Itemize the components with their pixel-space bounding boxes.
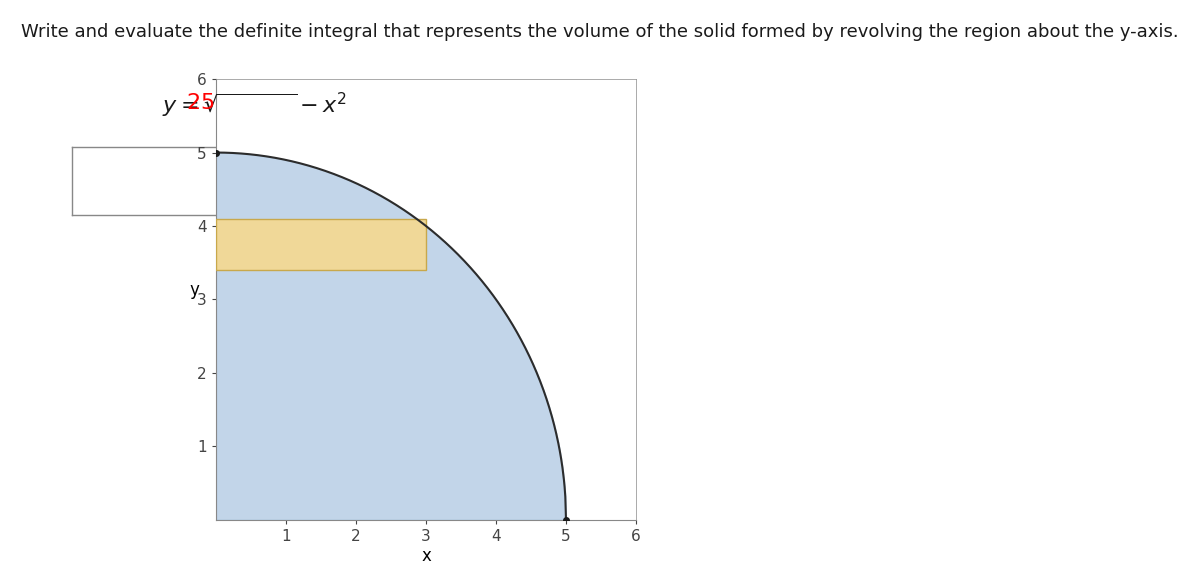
Text: $y = \sqrt{\ \ \ \ \ \ \ \ \ \ } - x^2$: $y = \sqrt{\ \ \ \ \ \ \ \ \ \ } - x^2$ — [162, 90, 347, 120]
Text: Write and evaluate the definite integral that represents the volume of the solid: Write and evaluate the definite integral… — [22, 23, 1178, 41]
Y-axis label: y: y — [190, 281, 199, 299]
Text: $25$: $25$ — [186, 93, 215, 113]
Bar — [216, 219, 426, 270]
X-axis label: x: x — [421, 546, 431, 564]
